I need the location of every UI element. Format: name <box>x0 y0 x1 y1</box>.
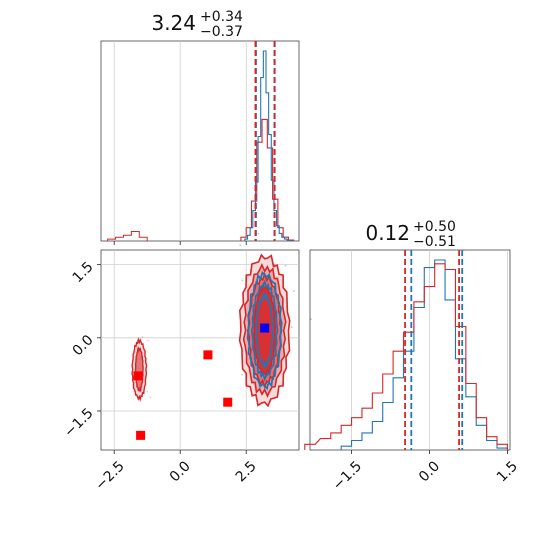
p2-sample-point <box>149 396 152 399</box>
p2-marker-red-2 <box>223 397 233 407</box>
p2-contour-blue-0 <box>255 290 275 371</box>
p2-contour-blue-1 <box>250 279 279 382</box>
p2-marker-red-1 <box>203 350 213 360</box>
p2-sample-point <box>290 326 293 329</box>
p2-sample-point <box>293 290 295 292</box>
p2-ytick-label-0: 1.5 <box>70 259 97 286</box>
panel-hist-param-1: 3.24 +0.34 −0.37 <box>100 9 300 245</box>
p2-contour-red-minor-0 <box>134 346 144 393</box>
title-param-2-lower: −0.51 <box>413 234 456 250</box>
title-param-2-upper: +0.50 <box>413 219 456 235</box>
title-param-1-lower: −0.37 <box>200 24 243 40</box>
title-param-1: 3.24 +0.34 −0.37 <box>151 9 243 40</box>
p2-marker-red-3 <box>136 430 146 440</box>
p3-xtick-label-2: 1.5 <box>494 458 521 485</box>
p2-contour-blue-2 <box>246 270 283 391</box>
p1-series-blue <box>244 50 293 242</box>
p2-sample-point <box>284 264 287 267</box>
p2-sample-point <box>257 232 260 235</box>
p3-series-red <box>304 263 508 450</box>
p2-sample-point <box>147 339 150 342</box>
p1-series-red-minor <box>107 231 148 241</box>
p2-sample-point <box>239 244 242 247</box>
title-param-2: 0.12 +0.50 −0.51 <box>365 219 455 250</box>
p2-sample-point <box>310 318 312 321</box>
p3-xtick-label-1: 0.0 <box>416 458 443 485</box>
p2-ytick-label-2: −1.5 <box>61 405 96 440</box>
p2-xtick-label-2: 2.5 <box>233 458 260 485</box>
p2-marker-red-0 <box>133 371 143 381</box>
p2-xtick-label-0: −2.5 <box>92 458 127 493</box>
p2-ytick-label-1: 0.0 <box>70 332 97 359</box>
p3-xtick-label-0: −1.5 <box>330 458 365 493</box>
p2-sample-point <box>241 279 244 282</box>
p2-xtick-label-1: 0.0 <box>167 458 194 485</box>
p2-sample-point <box>132 390 135 393</box>
title-param-2-value: 0.12 <box>365 221 410 245</box>
title-param-1-upper: +0.34 <box>200 9 243 25</box>
p2-sample-point <box>146 390 149 393</box>
panel-scatter-2d: −2.5 0.0 2.5 1.5 0.0 −1.5 <box>61 232 312 494</box>
title-param-1-value: 3.24 <box>151 11 196 35</box>
panel-hist-param-2: −1.5 0.0 1.5 0.12 +0.50 −0.51 <box>304 219 521 494</box>
p2-sample-point <box>141 336 144 338</box>
p1-series-red <box>240 118 295 241</box>
p2-sample-point <box>241 373 244 376</box>
p2-marker-blue <box>260 323 270 333</box>
